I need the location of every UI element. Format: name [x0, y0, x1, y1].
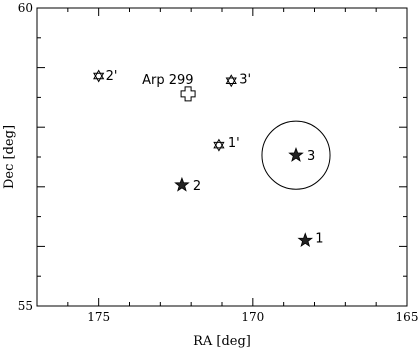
source-labels: Arp 299 1 2 3 1' 2' 3' [106, 69, 324, 246]
field-circle [261, 120, 331, 190]
point-label-p1p: 1' [228, 136, 240, 151]
filled-star-marker [297, 232, 314, 248]
point-label-p3: 3 [307, 149, 315, 164]
open-star-up [225, 74, 237, 84]
x-tick-label: 170 [241, 310, 264, 324]
plot-frame [36, 7, 408, 307]
open-star-up [93, 69, 105, 80]
point-label-arp299: Arp 299 [142, 73, 193, 88]
axis-ticks [36, 7, 408, 307]
open-star-down [213, 141, 225, 152]
y-tick-label: 55 [18, 299, 33, 313]
x-tick-label: 165 [396, 310, 419, 324]
y-axis-label: Dec [deg] [2, 125, 17, 189]
source-markers [93, 69, 314, 248]
y-tick-label: 60 [18, 1, 33, 15]
point-label-p3p: 3' [239, 73, 251, 88]
open-star-up [213, 138, 225, 149]
filled-star-marker [288, 147, 304, 162]
open-star-marker [225, 74, 237, 88]
axis-tick-labels: 175 170 165 60 55 [18, 1, 419, 324]
x-tick-label: 175 [87, 310, 110, 324]
cross-marker [180, 86, 196, 102]
x-axis-label: RA [deg] [193, 334, 251, 349]
point-label-p2p: 2' [106, 69, 118, 84]
open-star-down [225, 77, 237, 88]
open-star-marker [93, 69, 105, 83]
filled-star-marker [174, 176, 190, 192]
point-label-p2: 2 [193, 179, 201, 194]
open-star-down [93, 72, 105, 83]
open-star-marker [213, 138, 225, 152]
point-label-p1: 1 [315, 231, 323, 246]
